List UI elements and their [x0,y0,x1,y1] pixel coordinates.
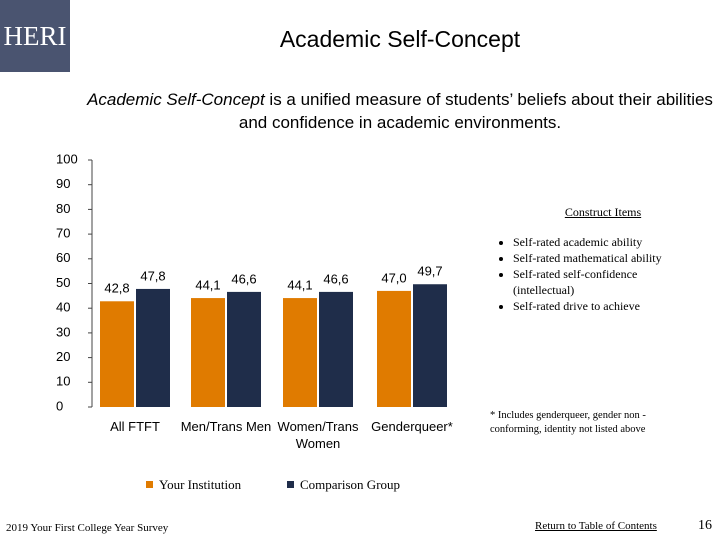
value-label: 46,6 [323,271,348,286]
y-tick-label: 20 [56,349,70,364]
logo: HERI [0,0,70,72]
construct-heading: Construct Items [564,205,642,219]
bar [227,291,261,407]
x-tick-label: All FTFT [110,419,160,434]
bar [136,288,170,407]
subtitle-italic: Academic Self-Concept [87,90,265,109]
y-tick-label: 70 [56,226,70,241]
value-label: 47,8 [140,268,165,283]
x-tick-label: Men/Trans Men [180,419,272,434]
slide-title: Academic Self-Concept [279,26,521,52]
y-tick-label: 100 [56,151,78,166]
construct-item: Self-rated self-confidence (intellectual… [513,266,698,298]
value-label: 44,1 [195,278,220,293]
legend-label: Comparison Group [300,477,401,492]
y-tick-label: 90 [56,176,70,191]
construct-item: Self-rated academic ability [513,234,698,250]
construct-list: Self-rated academic abilitySelf-rated ma… [488,234,698,314]
construct-item: Self-rated mathematical ability [513,250,698,266]
y-tick-label: 50 [56,275,70,290]
bar [377,290,411,407]
footnote: * Includes genderqueer, gender non - con… [490,410,646,435]
legend-swatch [146,481,153,488]
y-tick-label: 40 [56,300,70,315]
source: 2019 Your First College Year Survey [6,522,169,534]
legend-swatch [287,481,294,488]
subtitle-text: is a unified measure of students’ belief… [238,90,713,132]
y-tick-label: 30 [56,324,70,339]
value-label: 47,0 [381,270,406,285]
bar [100,301,134,407]
legend-label: Your Institution [159,477,242,492]
y-tick-label: 60 [56,250,70,265]
y-tick-label: 80 [56,201,70,216]
construct-items: Construct Items Self-rated academic abil… [488,205,698,314]
x-tick-label: Women/Trans Women [277,419,359,451]
value-label: 46,6 [231,271,256,286]
y-tick-label: 10 [56,374,70,389]
subtitle: Academic Self-Concept is a unified measu… [80,88,720,134]
x-tick-label: Genderqueer* [371,419,453,434]
y-tick-label: 0 [56,398,63,413]
legend-item: Your Institution [146,477,241,493]
construct-item: Self-rated drive to achieve [513,298,698,314]
toc-link[interactable]: Return to Table of Contents [535,520,657,532]
page-number: 16 [698,518,712,533]
value-label: 49,7 [417,264,442,279]
bar [319,291,353,407]
bar [413,284,447,407]
legend-item: Comparison Group [287,477,400,493]
value-label: 44,1 [287,278,312,293]
bar [283,298,317,407]
value-label: 42,8 [104,281,129,296]
bar [191,298,225,407]
